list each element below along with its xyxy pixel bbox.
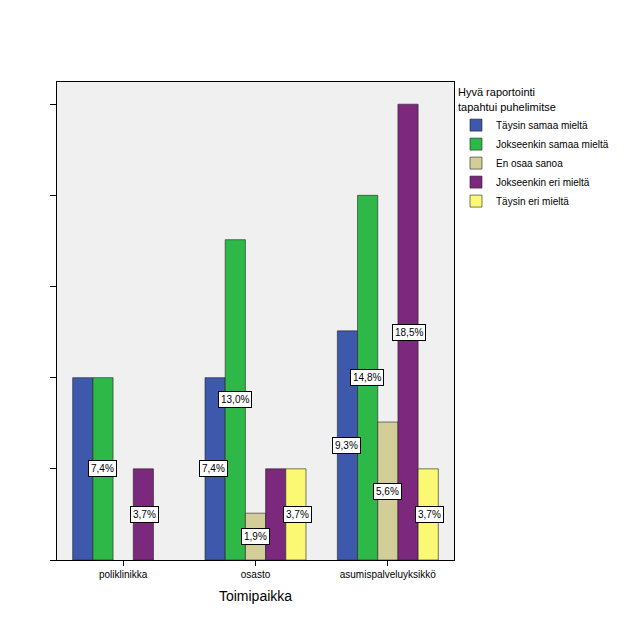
svg-text:Täysin samaa mieltä: Täysin samaa mieltä <box>496 120 588 131</box>
svg-text:1,9%: 1,9% <box>244 531 267 542</box>
svg-text:Täysin eri mieltä: Täysin eri mieltä <box>496 196 569 207</box>
svg-text:7,4%: 7,4% <box>91 463 114 474</box>
svg-text:Hyvä raportointitapahtui puhel: Hyvä raportointitapahtui puhelimitse <box>458 86 556 112</box>
svg-text:3,7%: 3,7% <box>418 509 441 520</box>
svg-text:Jokseenkin eri mieltä: Jokseenkin eri mieltä <box>496 177 590 188</box>
svg-text:En osaa sanoa: En osaa sanoa <box>496 158 563 169</box>
svg-text:osasto: osasto <box>241 569 271 580</box>
svg-text:3,7%: 3,7% <box>286 509 309 520</box>
svg-text:13,0%: 13,0% <box>221 394 249 405</box>
svg-text:5,6%: 5,6% <box>376 486 399 497</box>
svg-text:3,7%: 3,7% <box>133 509 156 520</box>
svg-text:poliklinikka: poliklinikka <box>99 569 148 580</box>
svg-text:14,8%: 14,8% <box>353 372 381 383</box>
svg-text:9,3%: 9,3% <box>335 440 358 451</box>
svg-text:Jokseenkin samaa mieltä: Jokseenkin samaa mieltä <box>496 139 609 150</box>
svg-text:7,4%: 7,4% <box>202 463 225 474</box>
svg-text:18,5%: 18,5% <box>395 327 423 338</box>
svg-text:Toimipaikka: Toimipaikka <box>219 588 292 604</box>
svg-text:asumispalveluyksikkö: asumispalveluyksikkö <box>340 569 437 580</box>
